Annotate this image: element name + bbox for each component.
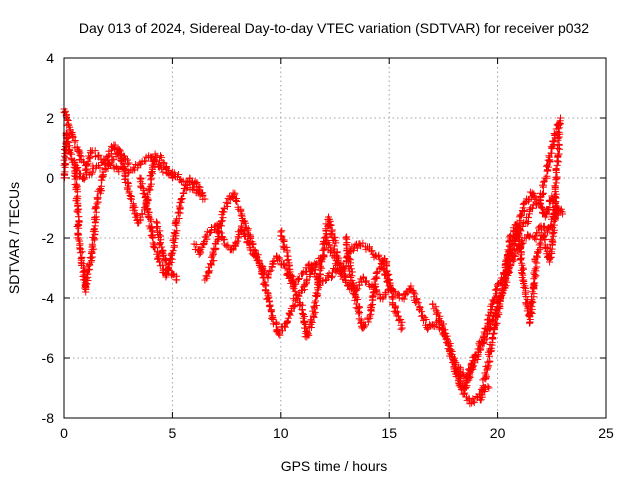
x-tick-label: 10	[273, 425, 289, 441]
x-tick-label: 5	[169, 425, 177, 441]
data-points	[60, 105, 567, 408]
y-tick-label: 4	[46, 50, 54, 66]
y-tick-label: 0	[46, 170, 54, 186]
x-tick-label: 20	[490, 425, 506, 441]
series-track-n-points	[500, 203, 567, 327]
y-axis-label: SDTVAR / TECUs	[6, 182, 22, 294]
series-track-k-points	[429, 192, 562, 393]
y-tick-label: -2	[42, 230, 55, 246]
series-track-g-points	[201, 189, 328, 339]
x-tick-label: 25	[598, 425, 614, 441]
y-tick-label: 2	[46, 110, 54, 126]
plot-frame	[63, 57, 607, 419]
y-tick-label: -4	[42, 290, 55, 306]
x-tick-label: 0	[60, 425, 68, 441]
x-tick-label: 15	[381, 425, 397, 441]
x-axis-label: GPS time / hours	[281, 458, 388, 474]
series-track-j-points	[342, 233, 493, 408]
series-track-i-points	[320, 234, 406, 333]
y-tick-label: -8	[42, 410, 55, 426]
chart-title: Day 013 of 2024, Sidereal Day-to-day VTE…	[79, 20, 589, 36]
series-track-c-points	[70, 145, 133, 296]
series-track-d-points	[136, 174, 207, 281]
series-track-e-points	[152, 218, 181, 284]
y-tick-label: -6	[42, 350, 55, 366]
